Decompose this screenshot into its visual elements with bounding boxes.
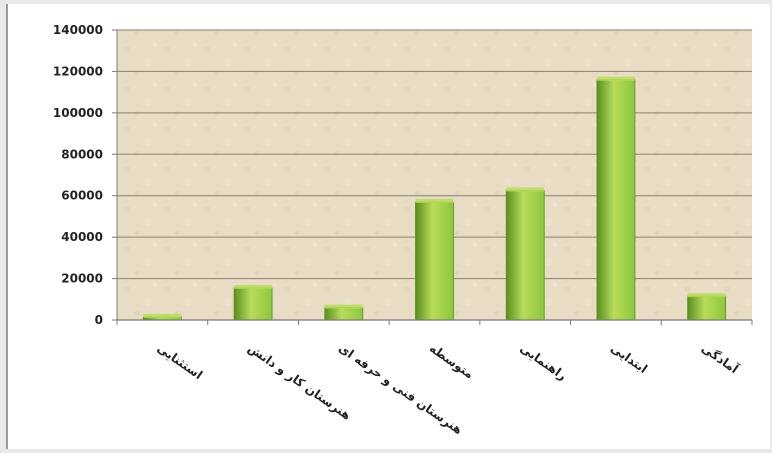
y-tick-label: 80000: [61, 147, 103, 161]
x-category-label: ابتدایی: [608, 341, 650, 376]
bar-cap: [596, 76, 635, 81]
y-tick-label: 20000: [61, 272, 103, 286]
x-category-label: هنرستان کار و دانش: [245, 341, 354, 423]
bar-cap: [234, 284, 273, 289]
gridlines: [117, 29, 752, 280]
bar: [687, 295, 727, 321]
bar-cap: [415, 198, 454, 203]
x-category-label: استثنایی: [155, 341, 205, 382]
y-tick-label: 140000: [53, 23, 103, 37]
y-axis: 0 20000 40000 60000 80000 100000 120000 140000: [53, 23, 118, 327]
y-tick-label: 120000: [53, 64, 103, 78]
bar: [505, 190, 545, 321]
bar-cap: [324, 304, 363, 309]
bar: [596, 79, 636, 321]
y-tick-label: 100000: [53, 106, 103, 120]
y-tick-label: 60000: [61, 189, 103, 203]
bar-cap: [143, 313, 182, 318]
bar-cap: [687, 293, 726, 298]
bar: [233, 287, 273, 321]
x-category-label: راهنمایی: [517, 341, 569, 383]
bar-cap: [506, 187, 545, 192]
y-tick-label: 40000: [61, 230, 103, 244]
y-tick-label: 0: [95, 313, 103, 327]
x-category-label: آمادگی: [699, 340, 742, 376]
x-category-label: متوسطه: [426, 341, 476, 382]
bar: [415, 201, 454, 321]
bar: [324, 307, 364, 321]
